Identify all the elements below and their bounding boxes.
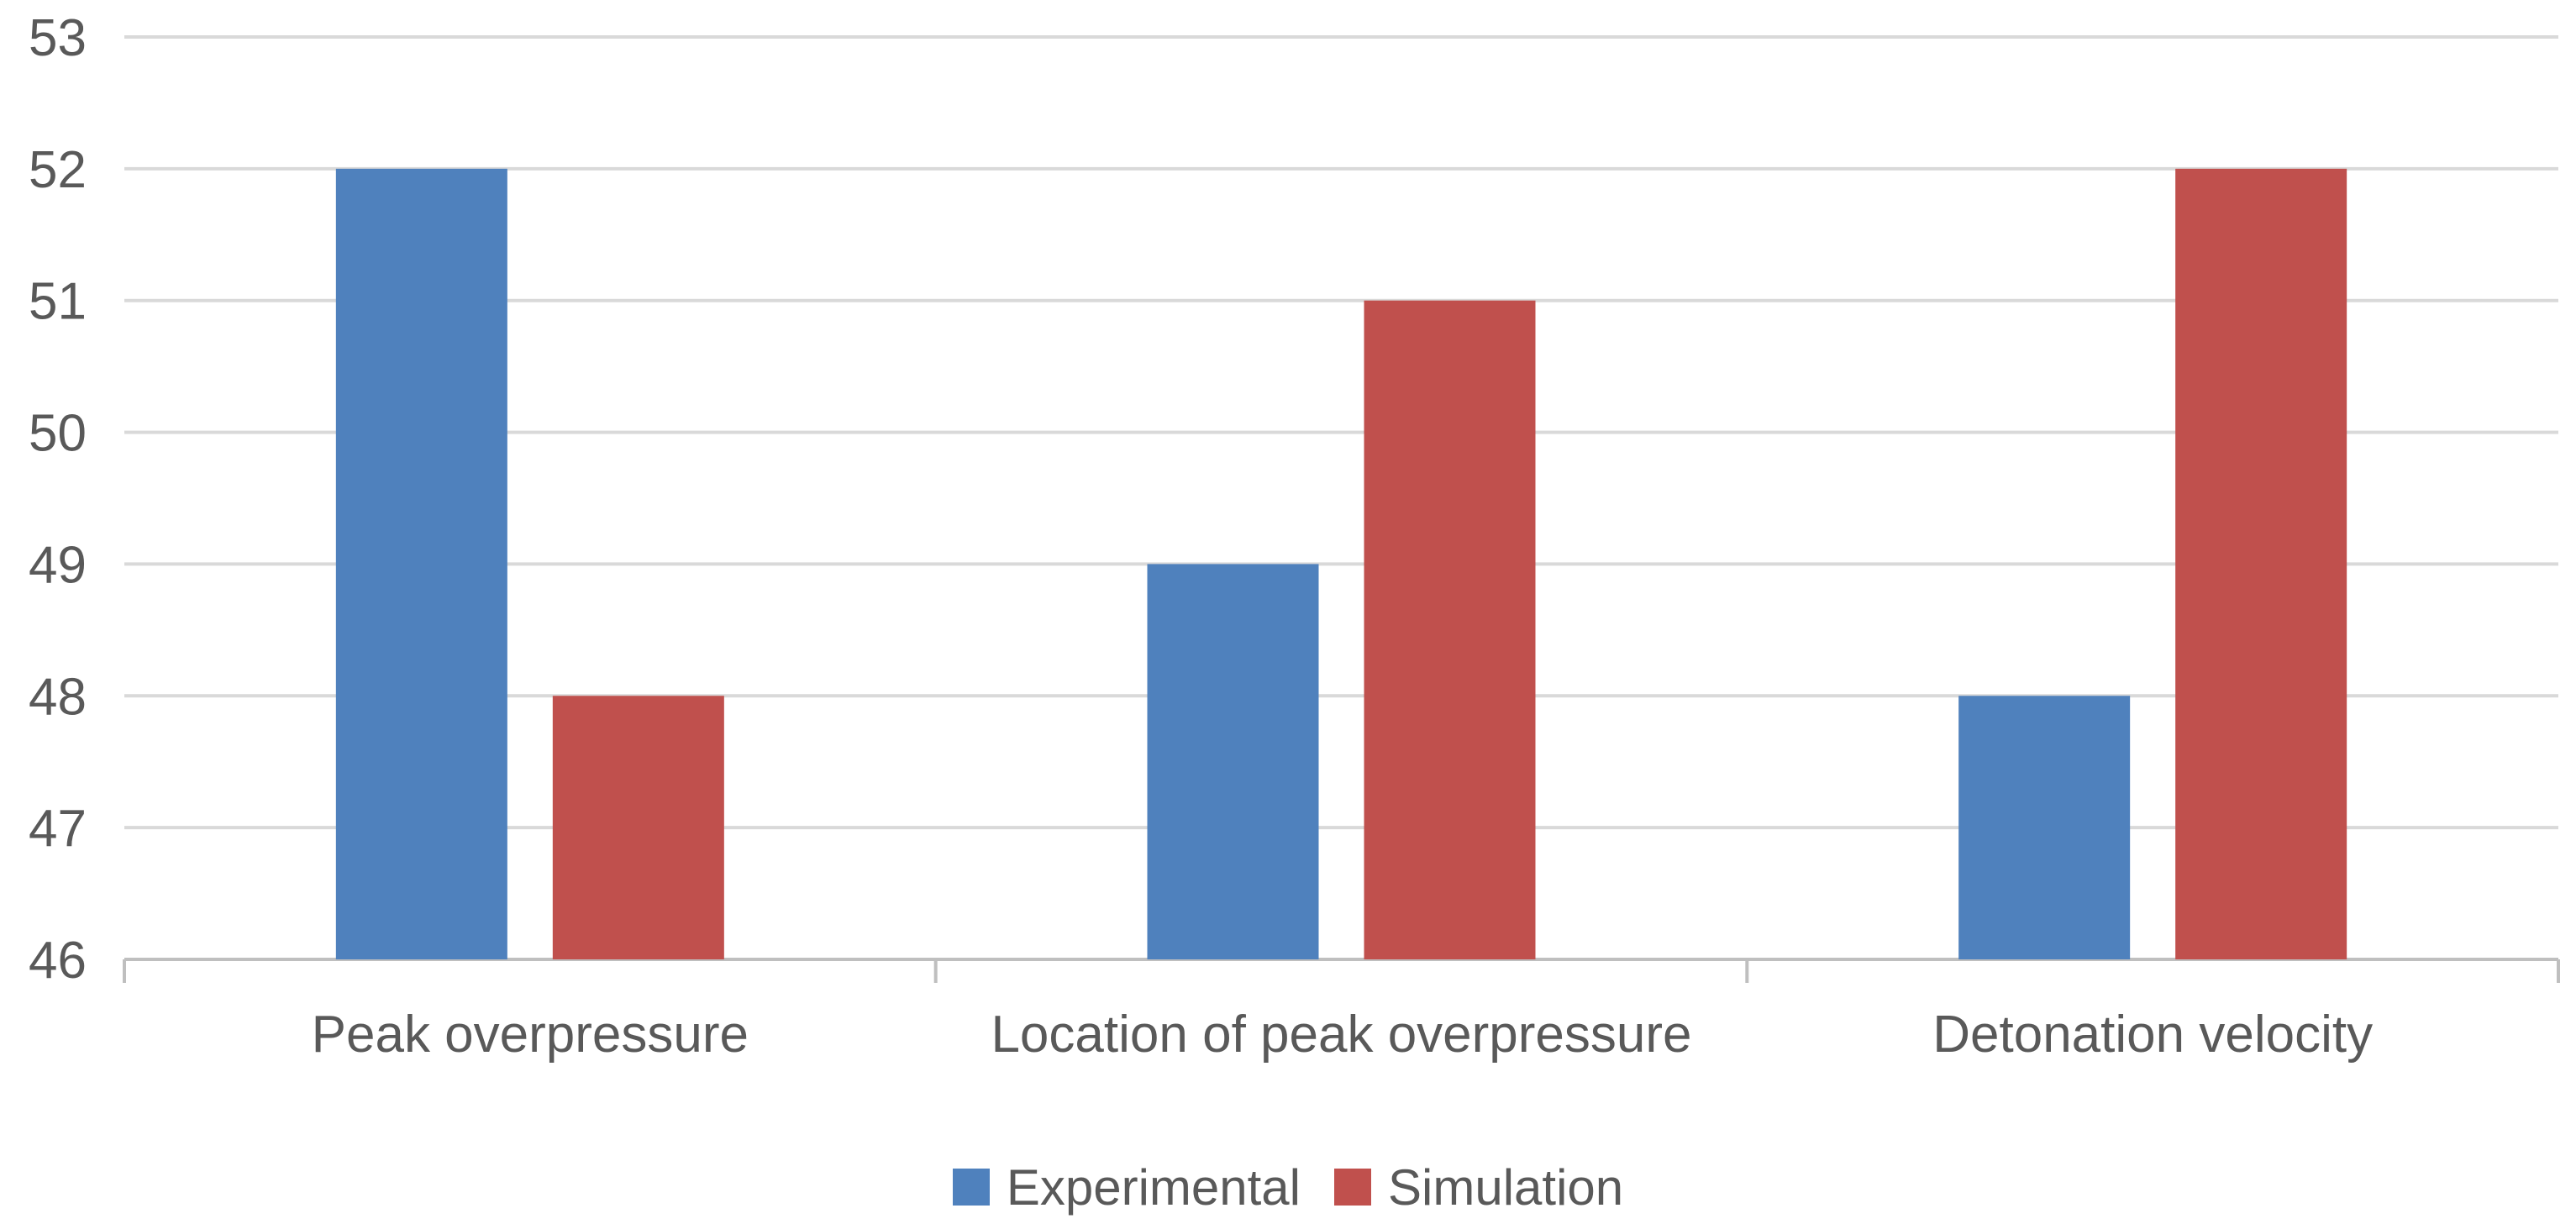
legend-item-simulation: Simulation: [1334, 1158, 1623, 1216]
y-tick-label: 52: [29, 141, 87, 199]
bar-experimental: [1958, 696, 2131, 959]
y-tick-label: 47: [29, 800, 87, 858]
bar-simulation: [552, 696, 724, 959]
x-tick-label: Detonation velocity: [1932, 1006, 2373, 1064]
y-tick-label: 49: [29, 536, 87, 594]
y-tick-label: 46: [29, 932, 87, 990]
legend-swatch-experimental: [952, 1169, 990, 1206]
bar-simulation: [1364, 300, 1536, 959]
legend-label-experimental: Experimental: [1006, 1158, 1301, 1216]
y-tick-label: 48: [29, 668, 87, 726]
y-tick-label: 51: [29, 273, 87, 331]
x-tick-label: Location of peak overpressure: [991, 1006, 1691, 1064]
legend-item-experimental: Experimental: [952, 1158, 1301, 1216]
y-tick-label: 50: [29, 405, 87, 463]
bar-experimental: [1147, 564, 1319, 959]
legend-swatch-simulation: [1334, 1169, 1371, 1206]
legend: Experimental Simulation: [0, 1158, 2576, 1216]
x-tick-label: Peak overpressure: [312, 1006, 749, 1064]
bar-simulation: [2175, 168, 2347, 959]
legend-label-simulation: Simulation: [1388, 1158, 1624, 1216]
bar-experimental: [335, 168, 507, 959]
y-tick-label: 53: [29, 9, 87, 67]
